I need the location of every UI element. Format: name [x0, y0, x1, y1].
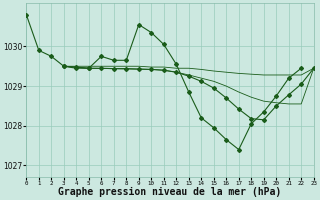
X-axis label: Graphe pression niveau de la mer (hPa): Graphe pression niveau de la mer (hPa) [58, 187, 282, 197]
